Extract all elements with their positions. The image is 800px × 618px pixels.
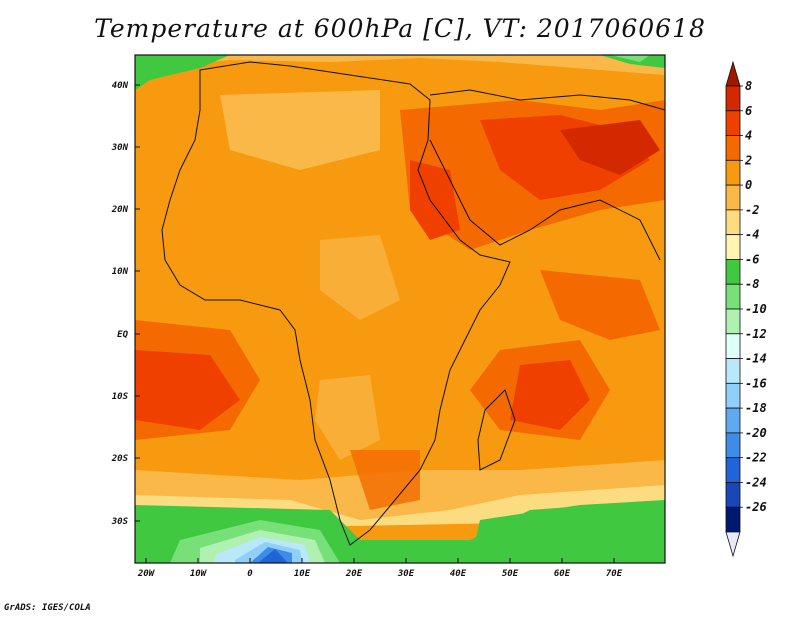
legend-swatch — [725, 382, 741, 409]
legend-swatch — [725, 333, 741, 359]
legend-swatch — [725, 259, 741, 285]
legend-swatch — [725, 482, 741, 508]
legend-swatch — [725, 283, 741, 310]
longitude-axis: 20W 10W 0 10E 20E 30E 40E 50E 60E 70E — [137, 569, 623, 579]
lon-label: 0 — [247, 569, 253, 579]
lon-label: 70E — [606, 569, 623, 579]
legend-swatch — [725, 358, 741, 384]
legend-label: 6 — [745, 104, 752, 118]
lon-label: 40E — [450, 569, 467, 579]
legend-swatch — [725, 432, 741, 459]
color-legend: 8 6 4 2 0 -2 -4 -6 -8 -10 -12 -14 -16 -18 -20 -22 -24 -26 — [725, 60, 767, 558]
credit-label: GrADS: IGES/COLA — [4, 603, 91, 613]
lat-label: EQ — [117, 330, 128, 340]
temperature-field — [135, 55, 665, 563]
lat-label: 40N — [112, 81, 129, 91]
legend-label: -26 — [745, 500, 767, 514]
legend-label: -24 — [745, 475, 767, 489]
legend-swatch — [725, 308, 741, 335]
legend-swatch — [725, 234, 741, 260]
legend-label: -12 — [745, 327, 767, 341]
legend-label: 2 — [744, 153, 752, 167]
lat-label: 20N — [111, 205, 129, 215]
legend-arrow-top — [725, 60, 741, 87]
legend-arrow-bottom — [725, 531, 741, 558]
lon-label: 20E — [345, 569, 363, 579]
lon-label: 20W — [137, 569, 156, 579]
map-title: Temperature at 600hPa [C], VT: 201706061… — [94, 14, 706, 43]
lat-label: 10N — [112, 267, 129, 277]
legend-label: -22 — [745, 451, 767, 465]
legend-swatch — [725, 506, 741, 533]
legend-swatch — [725, 135, 741, 161]
legend-swatch — [725, 110, 741, 136]
legend-label: 8 — [745, 79, 752, 93]
legend-swatch — [725, 184, 741, 211]
lon-label: 10W — [190, 569, 208, 579]
legend-label: -18 — [745, 401, 767, 415]
lon-label: 10E — [294, 569, 311, 579]
lat-label: 10S — [112, 392, 129, 402]
legend-label: 0 — [745, 178, 752, 192]
legend-label: -14 — [745, 352, 767, 366]
legend-label: -8 — [745, 277, 759, 291]
lon-label: 50E — [502, 569, 519, 579]
lon-label: 30E — [397, 569, 415, 579]
legend-label: 4 — [745, 129, 752, 143]
legend-swatch — [725, 159, 741, 186]
legend-label: -2 — [745, 203, 759, 217]
latitude-axis: 40N 30N 20N 10N EQ 10S 20S 30S — [111, 81, 129, 527]
legend-swatch — [725, 85, 741, 112]
legend-label: -10 — [745, 302, 767, 316]
lon-label: 60E — [554, 569, 571, 579]
legend-label: -16 — [745, 376, 767, 390]
legend-label: -4 — [745, 228, 759, 242]
lat-label: 30S — [111, 517, 129, 527]
legend-swatch — [725, 209, 741, 236]
legend-swatch — [725, 457, 741, 483]
lat-label: 30N — [111, 143, 129, 153]
legend-label: -20 — [745, 426, 767, 440]
legend-swatch — [725, 407, 741, 434]
coastlines — [161, 61, 665, 546]
lat-label: 20S — [111, 454, 129, 464]
legend-label: -6 — [745, 252, 759, 266]
